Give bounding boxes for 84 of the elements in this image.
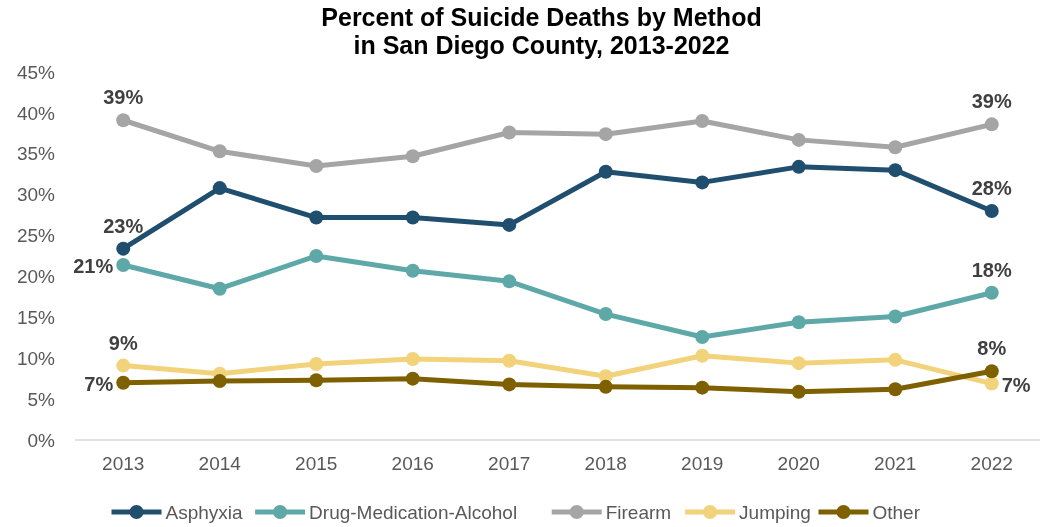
y-tick-label: 25% <box>16 225 56 247</box>
point <box>791 356 806 371</box>
point <box>791 384 806 399</box>
point <box>502 353 517 368</box>
chart-title: Percent of Suicide Deaths by Method in San Diego County, 2013-2022 <box>321 3 762 59</box>
point <box>116 358 131 373</box>
y-tick-label: 40% <box>16 102 56 124</box>
y-tick-label: 35% <box>16 143 56 165</box>
point <box>502 217 517 232</box>
data-label: 7% <box>1001 373 1031 396</box>
data-label: 39% <box>971 90 1012 113</box>
point <box>309 249 324 263</box>
point <box>212 281 227 296</box>
x-tick-label: 2017 <box>488 453 531 474</box>
point <box>791 159 806 174</box>
point <box>405 263 420 278</box>
point <box>116 258 131 272</box>
x-tick-label: 2016 <box>391 453 434 474</box>
point <box>598 379 613 394</box>
data-label: 18% <box>971 258 1012 281</box>
data-label: 23% <box>103 214 144 237</box>
point <box>405 371 420 386</box>
data-label: 28% <box>971 177 1012 200</box>
point <box>309 356 324 371</box>
point <box>405 149 420 164</box>
y-tick-label: 10% <box>16 347 56 369</box>
data-label: 7% <box>84 372 114 395</box>
point <box>888 309 903 324</box>
x-tick-label: 2020 <box>777 453 820 474</box>
x-tick-label: 2015 <box>295 453 338 474</box>
point <box>116 375 131 390</box>
point <box>309 210 324 225</box>
point <box>598 307 613 322</box>
point <box>598 164 613 179</box>
point <box>984 285 999 300</box>
legend-label: Drug-Medication-Alcohol <box>309 501 518 523</box>
x-tick-label: 2018 <box>584 453 627 474</box>
y-tick-label: 15% <box>16 306 56 328</box>
point <box>405 352 420 367</box>
data-label: 9% <box>108 331 138 354</box>
point <box>598 127 613 142</box>
point <box>212 374 227 389</box>
point <box>695 329 710 344</box>
point <box>212 144 227 159</box>
point <box>116 241 131 256</box>
point <box>888 163 903 178</box>
point <box>695 114 710 129</box>
point <box>984 204 999 219</box>
point <box>791 315 806 330</box>
point <box>502 274 517 289</box>
x-tick-label: 2019 <box>681 453 724 474</box>
x-tick-label: 2013 <box>102 453 145 474</box>
data-label: 39% <box>103 86 144 109</box>
point <box>405 210 420 225</box>
legend-label: Asphyxia <box>165 501 244 523</box>
point <box>791 132 806 147</box>
point <box>695 348 710 363</box>
data-label: 21% <box>73 255 114 277</box>
legend-label: Other <box>872 501 921 523</box>
point <box>888 352 903 367</box>
point <box>695 175 710 190</box>
point <box>984 364 999 379</box>
x-tick-label: 2022 <box>970 453 1013 474</box>
point <box>502 125 517 140</box>
point <box>309 373 324 388</box>
point <box>984 376 999 391</box>
y-tick-label: 5% <box>27 388 56 410</box>
point <box>984 117 999 132</box>
data-label: 8% <box>977 337 1007 360</box>
legend-label: Firearm <box>605 501 672 523</box>
point <box>502 377 517 392</box>
y-tick-label: 45% <box>16 61 56 83</box>
point <box>695 380 710 395</box>
point <box>888 382 903 397</box>
legend-label: Jumping <box>739 501 811 523</box>
point <box>116 113 131 128</box>
point <box>888 140 903 155</box>
point <box>212 181 227 196</box>
point <box>309 159 324 174</box>
y-tick-label: 30% <box>16 184 56 206</box>
x-tick-label: 2021 <box>874 453 917 474</box>
x-tick-label: 2014 <box>198 453 242 474</box>
y-tick-label: 0% <box>27 429 56 451</box>
y-tick-label: 20% <box>16 266 56 288</box>
